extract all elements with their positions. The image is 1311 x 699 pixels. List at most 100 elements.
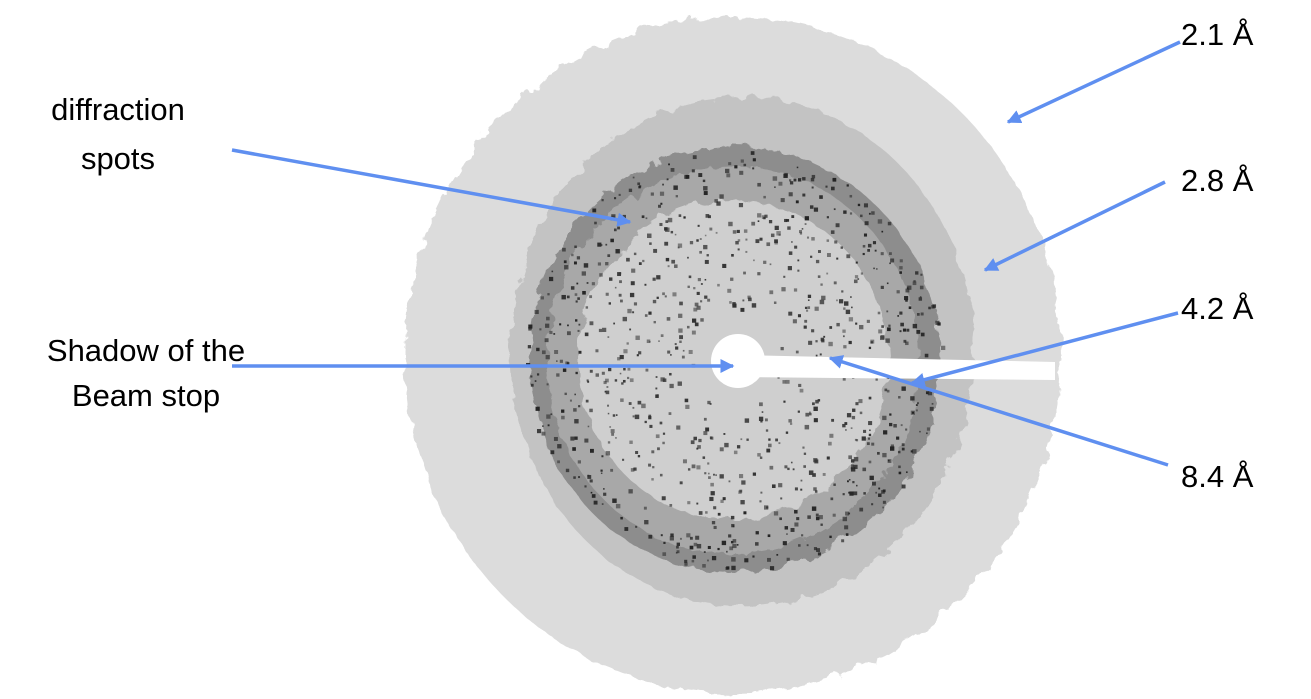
spot <box>647 339 651 343</box>
spot <box>752 167 754 169</box>
spot <box>623 380 626 383</box>
spot <box>881 286 884 289</box>
spot <box>692 464 696 468</box>
spot <box>916 404 918 406</box>
spot <box>869 430 871 432</box>
spot <box>726 173 730 177</box>
spot <box>886 310 888 312</box>
spot <box>849 317 853 321</box>
spot <box>855 275 858 278</box>
spot <box>843 517 847 521</box>
spot <box>905 428 907 430</box>
spot <box>677 543 680 546</box>
spot <box>781 287 785 291</box>
spot <box>576 283 578 285</box>
spot <box>664 242 668 246</box>
spot <box>907 287 909 289</box>
spot <box>794 246 797 249</box>
spot <box>854 280 858 284</box>
spot <box>623 317 627 321</box>
spot <box>670 536 674 540</box>
spot <box>666 258 669 261</box>
spot <box>663 433 665 435</box>
spot <box>644 520 648 524</box>
spot <box>635 336 639 340</box>
spot <box>889 413 891 415</box>
spot <box>852 409 855 412</box>
spot <box>931 305 934 308</box>
spot <box>859 508 863 512</box>
spot <box>619 194 621 196</box>
spot <box>536 348 539 351</box>
spot <box>698 173 702 177</box>
spot <box>631 468 635 472</box>
spot <box>646 217 648 219</box>
spot <box>915 271 918 274</box>
spot <box>612 498 616 502</box>
spot <box>816 548 820 552</box>
spot <box>656 376 658 378</box>
spot <box>823 473 826 476</box>
spot <box>630 378 634 382</box>
spot <box>887 390 890 393</box>
spot <box>662 292 665 295</box>
spot <box>609 302 611 304</box>
spot <box>798 544 801 547</box>
spot <box>629 441 632 444</box>
spot <box>665 228 669 232</box>
spot <box>816 260 819 263</box>
spot <box>867 442 870 445</box>
spot <box>770 466 774 470</box>
spot <box>700 238 702 240</box>
spot <box>537 373 539 375</box>
spot <box>561 295 565 299</box>
spot <box>784 465 787 468</box>
spot <box>631 281 635 285</box>
spot <box>820 524 822 526</box>
spot <box>843 345 846 348</box>
spot <box>713 474 715 476</box>
spot <box>829 434 833 438</box>
spot <box>679 214 682 217</box>
spot <box>860 215 863 218</box>
spot <box>685 405 689 409</box>
spot <box>578 460 581 463</box>
spot <box>780 497 782 499</box>
spot <box>615 379 617 381</box>
spot <box>528 325 532 329</box>
spot <box>662 552 666 556</box>
spot <box>869 213 871 215</box>
spot <box>920 286 924 290</box>
spot <box>786 533 788 535</box>
spot <box>744 558 748 562</box>
spot <box>676 425 680 429</box>
spot <box>855 402 858 405</box>
spot <box>711 491 715 495</box>
spot <box>541 296 544 299</box>
spot <box>896 437 899 440</box>
spot <box>574 261 577 264</box>
spot <box>658 205 661 208</box>
spot <box>757 453 761 457</box>
spot <box>888 325 890 327</box>
spot <box>739 203 743 207</box>
spot <box>743 511 746 514</box>
spot <box>815 340 817 342</box>
spot <box>687 257 689 259</box>
spot <box>814 418 818 422</box>
spot <box>657 447 660 450</box>
spot <box>867 320 870 323</box>
spot <box>862 436 866 440</box>
spot <box>804 326 807 329</box>
spot <box>774 301 776 303</box>
spot <box>863 430 866 433</box>
spot <box>536 407 540 411</box>
spot <box>898 466 901 469</box>
spot <box>719 194 723 198</box>
spot <box>697 544 701 548</box>
spot <box>678 314 682 318</box>
spot <box>844 301 848 305</box>
spot <box>856 262 858 264</box>
spot <box>627 377 629 379</box>
spot <box>733 525 735 527</box>
